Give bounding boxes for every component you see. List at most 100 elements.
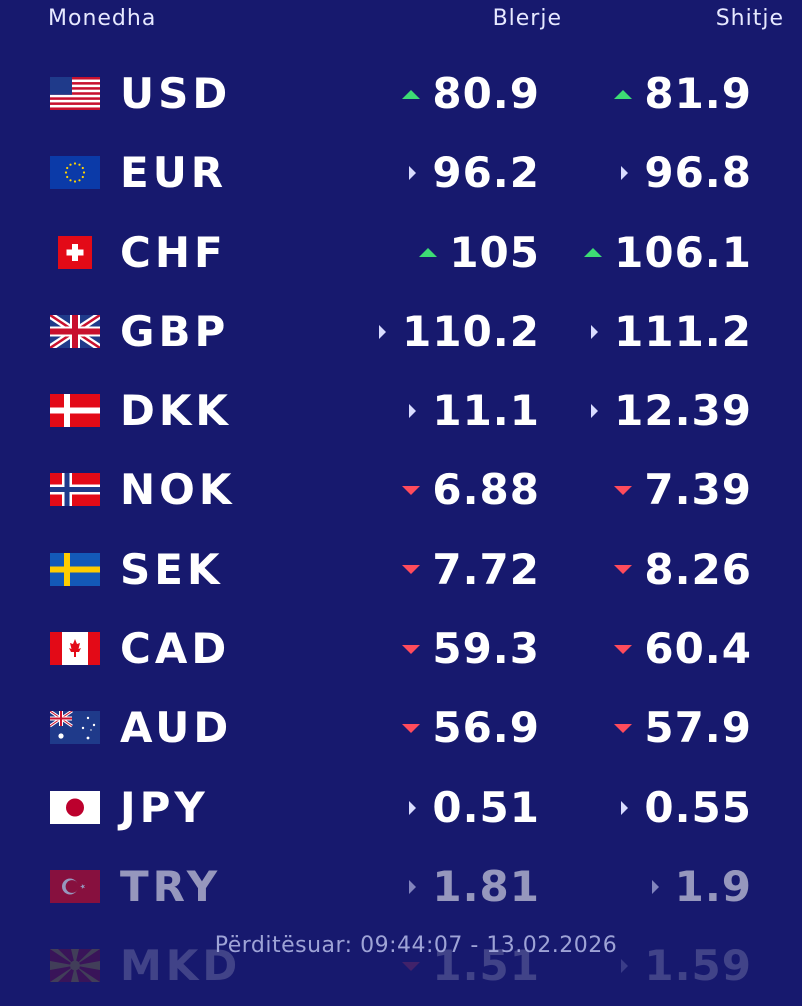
buy-rate-value: 105: [449, 227, 540, 277]
sell-rate-value: 60.4: [644, 624, 752, 674]
jp-flag-icon: [50, 790, 100, 824]
no-flag-icon: [50, 473, 100, 507]
trend-down-icon: [402, 723, 421, 733]
rate-row-cad: CAD 59.3 60.4: [0, 609, 802, 688]
trend-flat-icon: [591, 404, 599, 419]
sell-rate: 8.26: [614, 544, 752, 596]
rate-row-nok: NOK 6.88 7.39: [0, 450, 802, 529]
buy-rate-value: 11.1: [432, 386, 540, 436]
rate-row-try: TRY 1.81 1.9: [0, 847, 802, 926]
rate-row-chf: CHF 105 106.1: [0, 213, 802, 292]
sell-rate-value: 7.39: [644, 465, 752, 515]
buy-rate: 56.9: [402, 702, 540, 754]
buy-column-header: Blerje: [492, 6, 562, 31]
buy-rate: 96.2: [409, 147, 540, 199]
trend-down-icon: [402, 644, 421, 654]
trend-up-icon: [419, 248, 438, 258]
sell-rate: 81.9: [614, 68, 752, 120]
currency-code: AUD: [120, 703, 233, 753]
sell-rate: 12.39: [591, 385, 752, 437]
buy-rate-value: 6.88: [432, 465, 540, 515]
currency-code: SEK: [120, 544, 224, 594]
sell-rate-value: 8.26: [644, 544, 752, 594]
buy-rate: 7.72: [402, 544, 540, 596]
rate-row-usd: USD 80.9 81.9: [0, 54, 802, 133]
sell-rate: 7.39: [614, 464, 752, 516]
trend-down-icon: [402, 565, 421, 575]
currency-code: EUR: [120, 148, 228, 198]
trend-flat-icon: [621, 959, 629, 974]
sell-rate-value: 0.55: [644, 782, 752, 832]
trend-flat-icon: [379, 324, 387, 339]
sell-rate-value: 81.9: [644, 69, 752, 118]
trend-up-icon: [614, 89, 633, 99]
sell-rate-value: 12.39: [614, 386, 752, 436]
currency-column-header: Monedha: [48, 6, 157, 31]
tr-flag-icon: [50, 869, 100, 903]
us-flag-icon: [50, 77, 100, 110]
buy-rate: 11.1: [409, 385, 540, 437]
sell-rate-value: 106.1: [614, 227, 752, 277]
sell-rate-value: 111.2: [614, 306, 752, 356]
currency-code: JPY: [120, 782, 209, 832]
trend-up-icon: [584, 248, 603, 258]
sell-rate: 57.9: [614, 702, 752, 754]
ca-flag-icon: [50, 632, 100, 666]
trend-down-icon: [614, 565, 633, 575]
buy-rate: 1.81: [409, 861, 540, 913]
buy-rate-value: 1.81: [432, 861, 540, 911]
buy-rate-value: 7.72: [432, 544, 540, 594]
currency-code: CHF: [120, 227, 227, 277]
buy-rate: 0.51: [409, 782, 540, 834]
buy-rate: 6.88: [402, 464, 540, 516]
trend-flat-icon: [409, 166, 417, 181]
trend-flat-icon: [409, 879, 417, 894]
sell-rate-value: 96.8: [644, 148, 752, 198]
currency-code: TRY: [120, 861, 222, 911]
rate-row-eur: EUR 96.2 96.8: [0, 133, 802, 212]
sell-rate-value: 1.9: [674, 861, 752, 911]
trend-down-icon: [614, 485, 633, 495]
buy-rate-value: 80.9: [432, 69, 540, 118]
trend-up-icon: [402, 89, 421, 99]
gb-flag-icon: [50, 314, 100, 348]
rate-row-sek: SEK 7.72 8.26: [0, 530, 802, 609]
buy-rate-value: 59.3: [432, 624, 540, 674]
trend-flat-icon: [651, 879, 659, 894]
buy-rate-value: 0.51: [432, 782, 540, 832]
sell-rate: 106.1: [584, 227, 752, 279]
trend-down-icon: [402, 961, 421, 971]
sell-rate: 0.55: [621, 782, 752, 834]
trend-flat-icon: [409, 800, 417, 815]
table-header: Monedha Blerje Shitje: [0, 6, 802, 38]
updated-timestamp: Përditësuar: 09:44:07 - 13.02.2026: [214, 933, 618, 958]
rate-row-gbp: GBP 110.2 111.2: [0, 292, 802, 371]
buy-rate: 105: [419, 227, 540, 279]
se-flag-icon: [50, 552, 100, 586]
currency-code: GBP: [120, 306, 230, 356]
sell-rate: 111.2: [591, 306, 752, 358]
trend-flat-icon: [621, 166, 629, 181]
sell-rate: 1.9: [651, 861, 752, 913]
currency-code: CAD: [120, 624, 231, 674]
buy-rate: 59.3: [402, 623, 540, 675]
eu-flag-icon: [50, 156, 100, 190]
sell-rate: 60.4: [614, 623, 752, 675]
sell-rate-value: 57.9: [644, 703, 752, 753]
trend-down-icon: [614, 644, 633, 654]
buy-rate: 80.9: [402, 68, 540, 120]
buy-rate-value: 110.2: [402, 306, 540, 356]
sell-rate: 96.8: [621, 147, 752, 199]
buy-rate: 110.2: [379, 306, 540, 358]
au-flag-icon: [50, 711, 100, 745]
sell-column-header: Shitje: [715, 6, 784, 31]
trend-down-icon: [402, 485, 421, 495]
buy-rate-value: 96.2: [432, 148, 540, 198]
trend-down-icon: [614, 723, 633, 733]
trend-flat-icon: [591, 324, 599, 339]
trend-flat-icon: [621, 800, 629, 815]
currency-code: NOK: [120, 465, 236, 515]
ch-flag-icon: [50, 235, 100, 269]
rate-row-dkk: DKK 11.1 12.39: [0, 371, 802, 450]
buy-rate-value: 56.9: [432, 703, 540, 753]
